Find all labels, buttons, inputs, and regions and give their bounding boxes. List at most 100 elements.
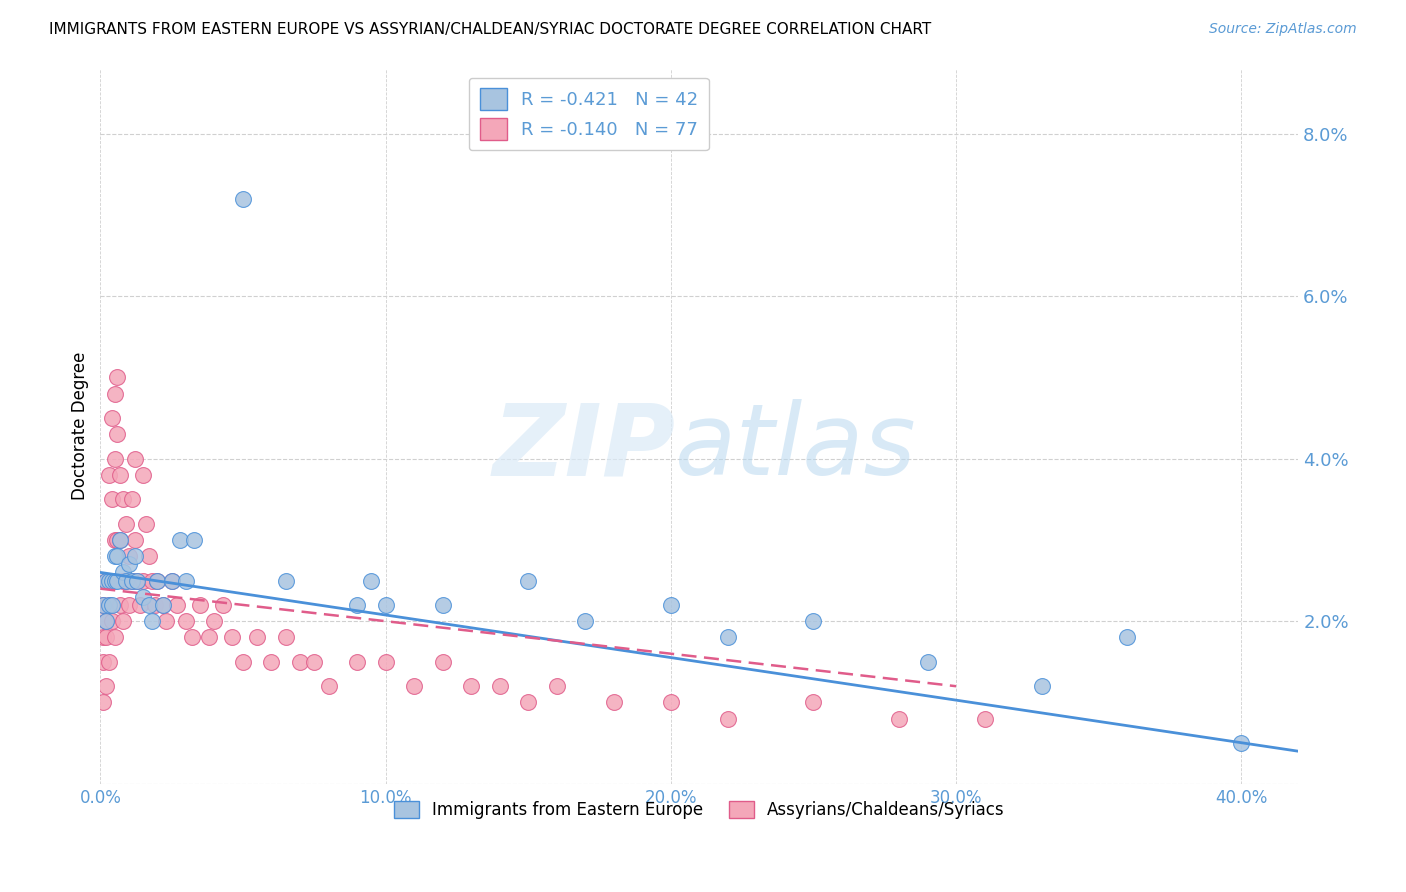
Point: [917, 655, 939, 669]
Point: [232, 655, 254, 669]
Point: [1230, 736, 1253, 750]
Point: [574, 614, 596, 628]
Point: [115, 516, 138, 531]
Point: [112, 492, 135, 507]
Point: [174, 614, 197, 628]
Point: [212, 598, 235, 612]
Point: [174, 574, 197, 588]
Point: [97, 598, 120, 612]
Point: [115, 574, 138, 588]
Y-axis label: Doctorate Degree: Doctorate Degree: [72, 352, 89, 500]
Point: [104, 451, 127, 466]
Legend: Immigrants from Eastern Europe, Assyrians/Chaldeans/Syriacs: Immigrants from Eastern Europe, Assyrian…: [388, 794, 1011, 825]
Point: [432, 598, 454, 612]
Point: [107, 574, 129, 588]
Point: [91, 655, 114, 669]
Point: [107, 427, 129, 442]
Point: [432, 655, 454, 669]
Point: [135, 516, 157, 531]
Point: [246, 631, 269, 645]
Point: [517, 574, 540, 588]
Point: [138, 549, 160, 564]
Point: [887, 712, 910, 726]
Point: [260, 655, 283, 669]
Point: [169, 533, 191, 547]
Point: [183, 533, 205, 547]
Point: [155, 614, 177, 628]
Point: [110, 533, 132, 547]
Point: [141, 614, 163, 628]
Point: [659, 598, 682, 612]
Point: [717, 631, 740, 645]
Point: [152, 598, 174, 612]
Point: [104, 549, 127, 564]
Point: [104, 386, 127, 401]
Point: [91, 631, 114, 645]
Point: [91, 598, 114, 612]
Point: [104, 574, 127, 588]
Point: [104, 631, 127, 645]
Point: [460, 679, 482, 693]
Point: [100, 598, 122, 612]
Point: [1031, 679, 1053, 693]
Point: [121, 574, 143, 588]
Point: [112, 574, 135, 588]
Point: [221, 631, 243, 645]
Point: [118, 549, 141, 564]
Point: [97, 598, 120, 612]
Point: [100, 574, 122, 588]
Point: [803, 614, 825, 628]
Point: [97, 655, 120, 669]
Point: [121, 492, 143, 507]
Point: [404, 679, 426, 693]
Point: [112, 614, 135, 628]
Point: [232, 192, 254, 206]
Point: [94, 631, 117, 645]
Point: [973, 712, 995, 726]
Point: [104, 533, 127, 547]
Point: [132, 574, 155, 588]
Point: [143, 598, 166, 612]
Point: [118, 598, 141, 612]
Point: [132, 590, 155, 604]
Point: [97, 467, 120, 482]
Point: [138, 598, 160, 612]
Point: [97, 574, 120, 588]
Point: [118, 558, 141, 572]
Point: [659, 696, 682, 710]
Point: [107, 533, 129, 547]
Point: [94, 574, 117, 588]
Point: [180, 631, 202, 645]
Point: [94, 679, 117, 693]
Point: [603, 696, 626, 710]
Point: [100, 411, 122, 425]
Point: [304, 655, 326, 669]
Point: [124, 549, 146, 564]
Text: atlas: atlas: [675, 399, 917, 496]
Point: [803, 696, 825, 710]
Point: [1116, 631, 1139, 645]
Point: [197, 631, 219, 645]
Point: [274, 631, 297, 645]
Point: [100, 492, 122, 507]
Point: [115, 574, 138, 588]
Point: [374, 655, 396, 669]
Point: [100, 614, 122, 628]
Point: [374, 598, 396, 612]
Point: [107, 549, 129, 564]
Point: [274, 574, 297, 588]
Point: [346, 655, 368, 669]
Point: [121, 574, 143, 588]
Point: [141, 574, 163, 588]
Point: [110, 598, 132, 612]
Point: [124, 533, 146, 547]
Point: [94, 614, 117, 628]
Point: [110, 467, 132, 482]
Point: [127, 574, 149, 588]
Point: [188, 598, 211, 612]
Point: [488, 679, 510, 693]
Text: IMMIGRANTS FROM EASTERN EUROPE VS ASSYRIAN/CHALDEAN/SYRIAC DOCTORATE DEGREE CORR: IMMIGRANTS FROM EASTERN EUROPE VS ASSYRI…: [49, 22, 931, 37]
Point: [146, 574, 169, 588]
Point: [204, 614, 226, 628]
Point: [97, 574, 120, 588]
